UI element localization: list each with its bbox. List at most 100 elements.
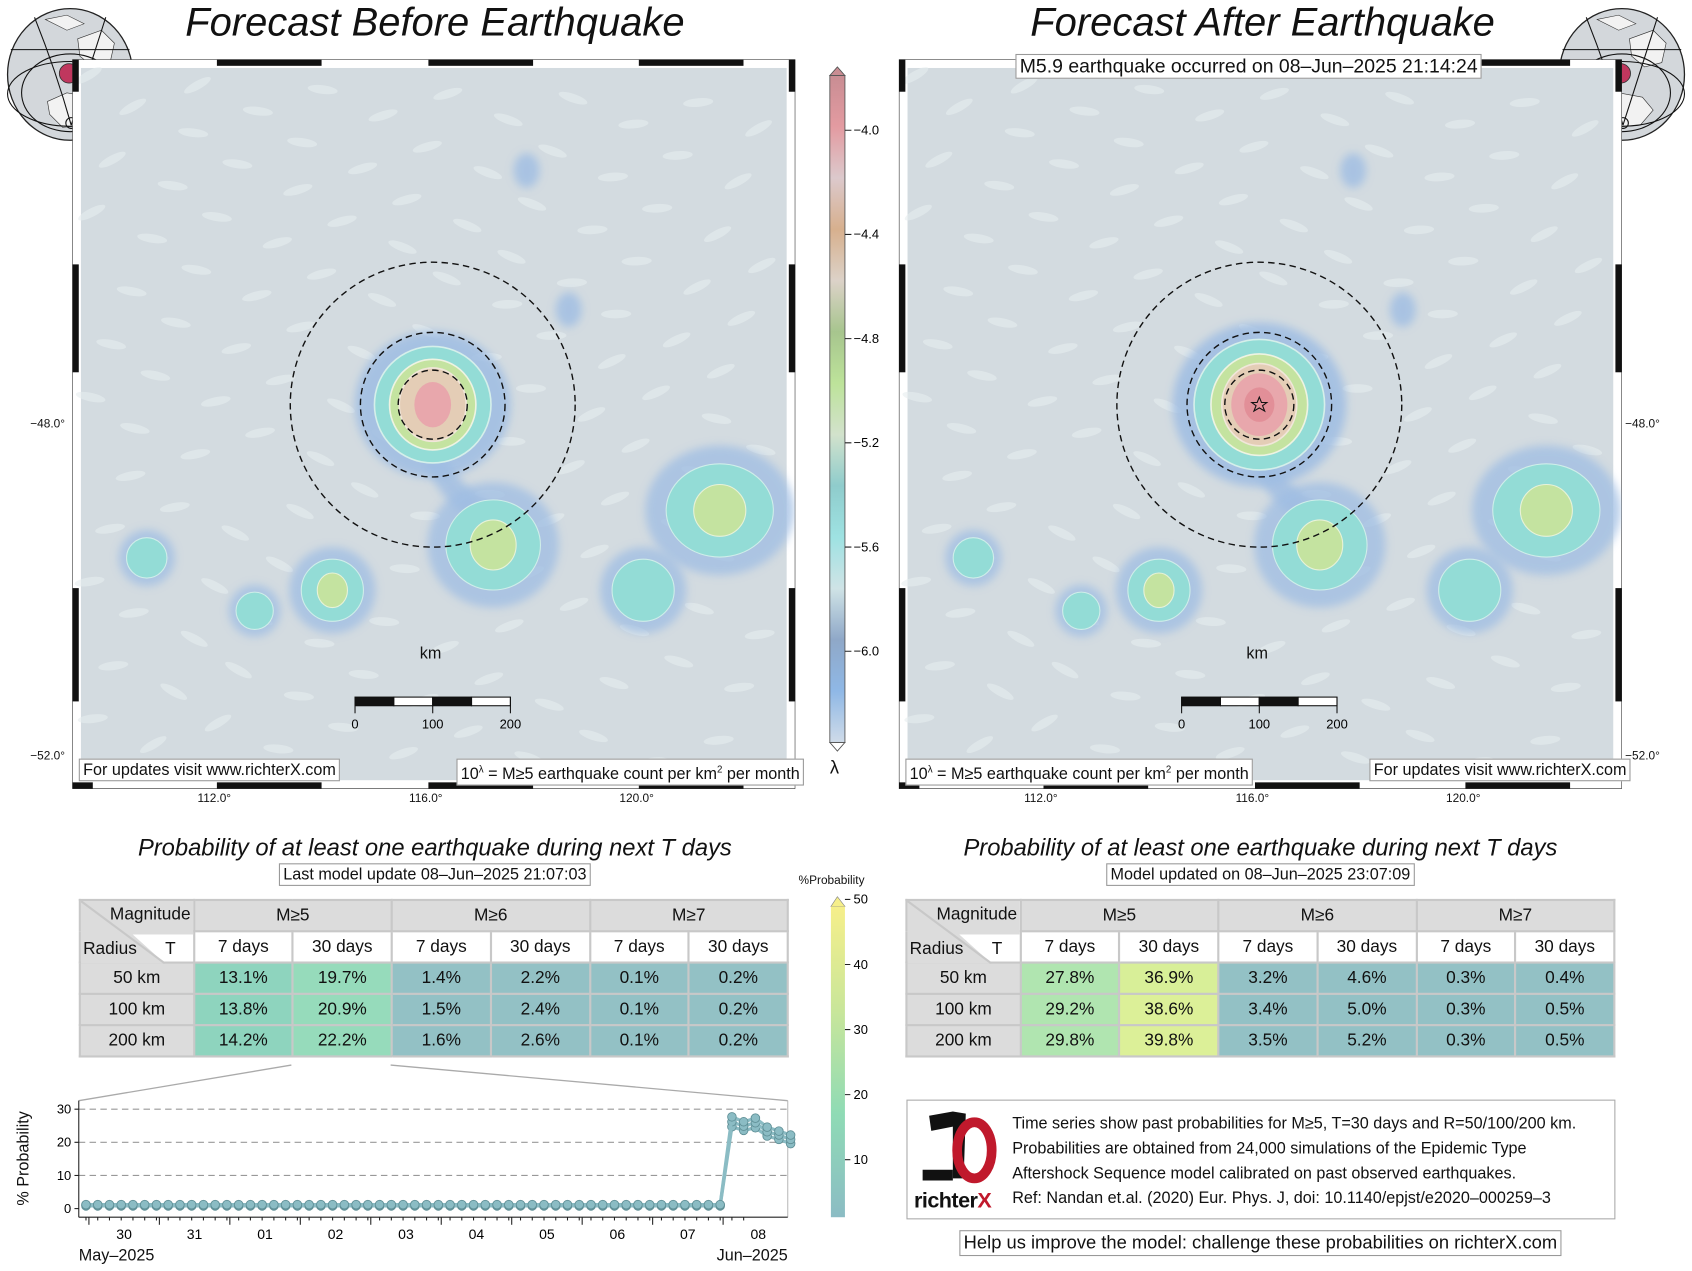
probability-cell: 0.1% — [588, 1024, 690, 1058]
hotspot-core — [414, 382, 452, 428]
colorbar-tick-label: −6.0 — [854, 644, 880, 659]
terrain-texture — [410, 511, 441, 521]
frame-tick-band — [638, 59, 744, 66]
terrain-texture — [1342, 384, 1373, 393]
terrain-texture — [1406, 544, 1436, 559]
terrain-texture — [984, 180, 1015, 191]
terrain-texture — [1530, 226, 1558, 243]
terrain-texture — [201, 396, 231, 407]
colorbar-tick-label: −5.2 — [854, 435, 880, 450]
data-point — [539, 1199, 549, 1210]
magnitude-header: M≥5 — [1019, 898, 1220, 933]
terrain-texture — [1427, 491, 1456, 506]
frame-tick-band — [72, 59, 79, 92]
terrain-texture — [1154, 215, 1184, 227]
frame-tick-band — [898, 264, 906, 373]
terrain-texture — [1554, 310, 1582, 326]
note-mid: = M≥5 earthquake count per km — [932, 765, 1166, 784]
terrain-texture — [306, 268, 337, 280]
terrain-texture — [986, 502, 1017, 513]
terrain-texture — [160, 683, 188, 700]
scalebar-label: 0 — [1178, 716, 1185, 731]
prob-colorbar-tick-label: 50 — [854, 892, 868, 907]
terrain-texture — [1154, 722, 1185, 732]
note-mid: = M≥5 earthquake count per km — [483, 765, 718, 784]
terrain-texture — [492, 299, 523, 309]
terrain-texture — [1424, 172, 1455, 182]
terrain-texture — [1110, 691, 1141, 701]
colorbar-body — [829, 75, 846, 743]
terrain-texture — [474, 672, 504, 686]
table-row: 100 km 29.2% 38.6% 3.4% 5.0% 0.3% 0.5% — [905, 992, 1616, 1027]
help-link[interactable]: Help us improve the model: challenge the… — [959, 1230, 1562, 1257]
left-updates-link[interactable]: For updates visit www.richterX.com — [78, 758, 341, 782]
terrain-texture — [1424, 354, 1453, 369]
radius-cell: 200 km — [78, 1024, 195, 1058]
period-header: 30 days — [1316, 930, 1418, 964]
prob-colorbar-body — [830, 906, 845, 1218]
data-point — [644, 1199, 655, 1210]
terrain-texture — [1256, 640, 1286, 655]
terrain-texture — [184, 77, 211, 94]
terrain-texture — [1321, 619, 1351, 633]
terrain-texture — [600, 491, 630, 506]
probability-cell: 0.4% — [1514, 961, 1616, 995]
terrain-texture — [517, 197, 547, 211]
terrain-texture — [1448, 438, 1477, 453]
data-point — [139, 1199, 150, 1210]
table-row: 100 km 13.8% 20.9% 1.5% 2.4% 0.1% 0.2% — [78, 992, 789, 1027]
probability-cell: 1.6% — [390, 1024, 492, 1058]
terrain-texture — [412, 140, 442, 153]
data-point — [468, 1199, 479, 1210]
right-forecast-map: 0 100 200 — [898, 59, 1622, 789]
data-point — [703, 1199, 714, 1210]
terrain-texture — [942, 470, 973, 482]
probability-cell: 0.3% — [1415, 1024, 1517, 1058]
right-updates-link[interactable]: For updates visit www.richterX.com — [1369, 758, 1631, 782]
terrain-texture — [621, 256, 652, 266]
frame-tick-band — [72, 782, 93, 789]
richterx-logo-text: richterX — [913, 1189, 992, 1213]
terrain-texture — [1530, 735, 1561, 745]
terrain-texture — [242, 290, 272, 302]
data-point — [691, 1199, 702, 1210]
terrain-texture — [225, 661, 252, 679]
terrain-texture — [534, 698, 564, 711]
after-table-subtitle: Model updated on 08–Jun–2025 23:07:09 — [1106, 863, 1415, 886]
probability-cell: 36.9% — [1118, 961, 1220, 995]
period-header: 7 days — [1217, 930, 1319, 964]
terrain-texture — [1301, 672, 1330, 686]
probability-cell: 29.2% — [1019, 992, 1121, 1027]
terrain-texture — [1533, 363, 1562, 379]
data-point — [280, 1199, 291, 1210]
terrain-texture — [497, 249, 526, 264]
data-point — [727, 1112, 737, 1122]
terrain-texture — [159, 502, 190, 513]
rate-blob-small — [1389, 292, 1416, 327]
terrain-texture — [1509, 279, 1538, 295]
terrain-texture — [392, 193, 422, 206]
magnitude-header: M≥6 — [390, 898, 591, 933]
left-lambda-note: 10λ = M≥5 earthquake count per km2 per m… — [456, 758, 805, 786]
terrain-texture — [140, 370, 171, 381]
terrain-texture — [368, 109, 398, 122]
epicenter-star-icon — [1250, 395, 1269, 413]
data-point — [609, 1199, 620, 1210]
terrain-texture — [98, 661, 129, 671]
terrain-texture — [945, 98, 973, 116]
y-tick-label: 10 — [57, 1168, 71, 1183]
terrain-texture — [473, 166, 503, 180]
probability-cell: 2.4% — [489, 992, 591, 1027]
ts-ylabel: % Probability — [14, 1111, 33, 1206]
terrain-texture — [433, 87, 463, 100]
probability-cell: 4.6% — [1316, 961, 1418, 995]
frame-tick-band — [1465, 782, 1571, 789]
data-point — [715, 1199, 725, 1210]
terrain-texture — [1048, 343, 1078, 354]
radius-circle — [359, 331, 506, 478]
data-point — [562, 1199, 573, 1210]
scalebar-label: 100 — [422, 716, 444, 731]
left-lat-label: −48.0° — [30, 417, 65, 431]
data-point — [92, 1199, 103, 1210]
period-header: 7 days — [192, 930, 294, 964]
